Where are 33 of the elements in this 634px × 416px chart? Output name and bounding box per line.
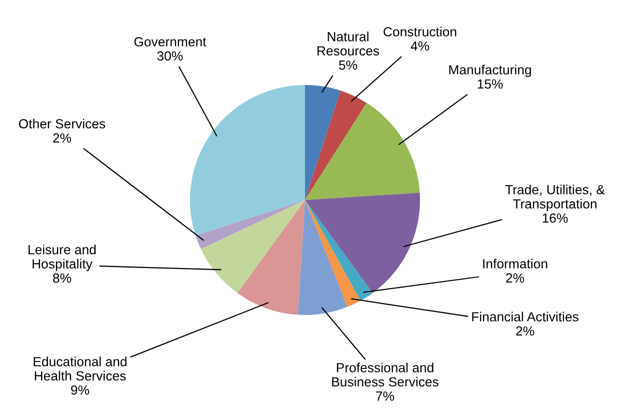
- data-label: 9%: [71, 385, 90, 395]
- data-label: 8%: [53, 273, 72, 283]
- data-label: 30%: [157, 51, 183, 61]
- slice-label: Educational and Health Services: [34, 356, 126, 381]
- pie-slice: [305, 90, 367, 200]
- slice-label: Financial Activities: [472, 312, 578, 322]
- data-label: 7%: [376, 391, 394, 401]
- data-label: 16%: [542, 213, 568, 223]
- pie-slice: [196, 200, 305, 249]
- pie-slice: [305, 200, 360, 307]
- pie-slice: [305, 192, 420, 294]
- data-label: 2%: [53, 133, 72, 143]
- slice-label: Leisure and Hospitality: [28, 244, 96, 272]
- data-label: 2%: [516, 326, 534, 336]
- pie-slice: [305, 102, 420, 200]
- pie-slice: [200, 200, 305, 294]
- slice-label: Trade, Utilities, & Transportation: [505, 184, 605, 212]
- pie-slice: [190, 85, 305, 236]
- data-label: 5%: [338, 60, 358, 70]
- data-label: 4%: [410, 41, 430, 51]
- slice-label: Manufacturing: [449, 64, 531, 78]
- data-label: 15%: [478, 79, 503, 89]
- slice-label: Natural Resources: [318, 32, 380, 56]
- pie-slice: [298, 200, 348, 315]
- pie-slice: [305, 85, 341, 200]
- slice-label: Information: [483, 258, 548, 268]
- slice-label: Construction: [384, 26, 456, 36]
- pie-slice: [305, 200, 373, 301]
- slice-label: Other Services: [18, 118, 106, 128]
- pie-slice: [237, 200, 305, 315]
- slice-label: Professional and Business Services: [332, 362, 438, 387]
- slice-label: Government: [134, 37, 206, 46]
- data-label: 2%: [506, 273, 524, 283]
